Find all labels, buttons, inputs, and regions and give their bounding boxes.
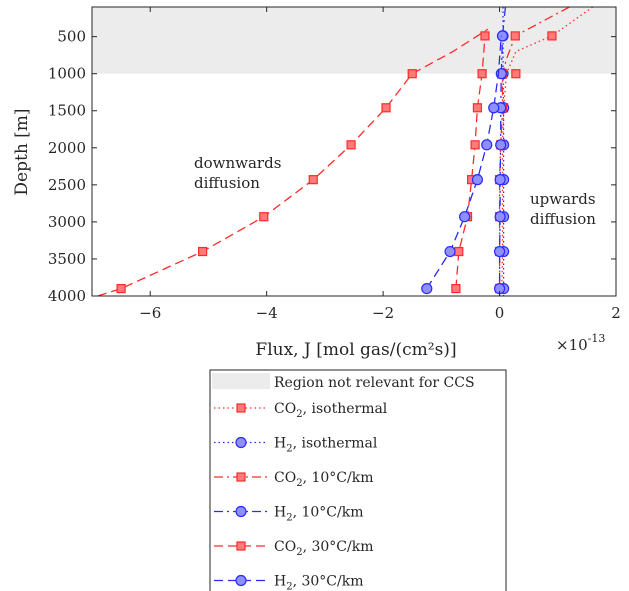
series-line-4 [97, 28, 489, 296]
legend-label: CO2, isothermal [274, 401, 388, 420]
y-axis-label: Depth [m] [12, 108, 32, 195]
y-tick-label: 1000 [48, 65, 86, 83]
series-5-point [451, 283, 461, 294]
series-group [97, 7, 594, 296]
y-tick-label: 500 [57, 28, 86, 46]
series-6-point [444, 245, 456, 258]
series-2-point [510, 31, 520, 41]
annotation-line: diffusion [194, 174, 260, 192]
series-3-point [493, 245, 506, 258]
series-4-point [346, 140, 356, 150]
legend-box [209, 369, 507, 591]
legend-label-shaded: Region not relevant for CCS [274, 375, 475, 391]
x-exponent-base: ×10 [556, 336, 588, 354]
series-4-point [407, 69, 417, 79]
series-3-point [496, 30, 509, 42]
series-0-point [547, 31, 557, 41]
series-line-5 [455, 35, 486, 289]
annotation-line: upwards [530, 190, 596, 208]
axes-frame [91, 6, 617, 297]
series-line-6 [426, 35, 502, 289]
series-line-3 [498, 7, 507, 296]
series-4-point [381, 103, 391, 113]
annotation-upwards-diffusion: upwards diffusion [530, 190, 596, 228]
y-tick-label: 2500 [48, 176, 86, 194]
series-4-point [116, 283, 126, 294]
y-tick-label: 1500 [48, 102, 86, 120]
series-6-point [459, 211, 471, 223]
series-3-point [494, 174, 506, 186]
legend-label: H2, 10°C/km [274, 505, 364, 524]
plot-area [92, 7, 616, 296]
legend-marker [236, 403, 246, 413]
series-5-point [454, 246, 464, 257]
x-exponent: ×10-13 [556, 332, 605, 354]
series-6-point [471, 174, 484, 186]
series-5-point [477, 69, 487, 79]
legend-marker [235, 574, 247, 587]
legend-marker [236, 472, 246, 482]
legend-label: H2, 30°C/km [274, 574, 364, 591]
y-tick-label: 2000 [48, 139, 86, 157]
shaded-region-not-relevant-ccs [92, 7, 616, 74]
legend-label: CO2, 30°C/km [274, 539, 373, 558]
series-6-point [481, 139, 493, 151]
legend-marker [235, 505, 247, 518]
legend-marker [236, 541, 246, 551]
x-tick-label: 2 [611, 304, 621, 322]
series-6-point [488, 102, 500, 114]
series-3-point [494, 211, 506, 223]
x-tick-label: −6 [139, 304, 161, 322]
x-tick-label: −2 [372, 304, 394, 322]
series-6-point [421, 282, 433, 295]
series-0-point [511, 69, 521, 79]
x-tick-label: 0 [495, 304, 505, 322]
y-tick-label: 4000 [48, 287, 86, 305]
series-5-point [472, 103, 483, 113]
annotation-line: downwards [194, 154, 281, 172]
y-tick-label: 3500 [48, 250, 86, 268]
series-3-point [495, 139, 507, 151]
x-exponent-power: -13 [588, 332, 606, 345]
series-4-point [198, 246, 208, 257]
series-5-point [480, 31, 490, 41]
legend-swatch-shaded [212, 373, 270, 389]
y-tick-label: 3000 [48, 213, 86, 231]
legend: Region not relevant for CCS CO2, isotherm… [209, 369, 507, 591]
series-4-point [308, 175, 318, 185]
x-tick-label: −4 [256, 304, 278, 322]
series-5-point [470, 140, 480, 150]
annotation-line: diffusion [530, 210, 596, 228]
legend-label: H2, isothermal [274, 436, 378, 455]
annotation-downwards-diffusion: downwards diffusion [194, 154, 281, 192]
series-line-2 [498, 7, 570, 289]
legend-label: CO2, 10°C/km [274, 470, 373, 489]
legend-marker [235, 436, 247, 449]
series-4-point [259, 212, 269, 222]
x-axis-label: Flux, J [mol gas/(cm²s)] [255, 340, 456, 360]
